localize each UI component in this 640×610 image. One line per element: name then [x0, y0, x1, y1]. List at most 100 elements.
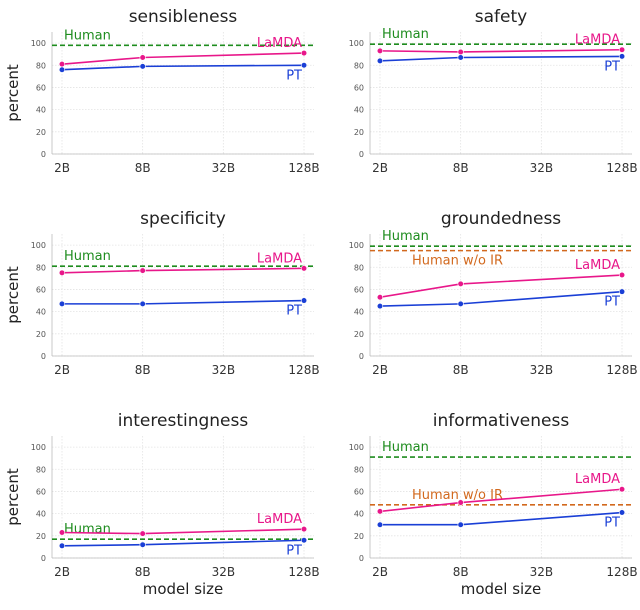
x-tick-label: 128B	[606, 565, 637, 579]
y-tick-label: 40	[354, 308, 364, 317]
y-tick-label: 80	[36, 263, 46, 272]
x-tick-label: 8B	[453, 161, 469, 175]
reference-label: Human	[382, 440, 429, 455]
data-point	[376, 47, 384, 54]
panel-groundedness: groundedness 0 20 40 60 80 100 2B 8B 32B 128B Human…	[349, 209, 638, 377]
x-tick-label: 8B	[135, 161, 151, 175]
data-point	[139, 300, 146, 307]
reference-label: Human	[64, 522, 111, 537]
series-label: PT	[604, 59, 620, 74]
y-tick-label: 80	[354, 263, 364, 272]
y-tick-label: 0	[359, 554, 364, 563]
x-tick-label: 8B	[453, 363, 469, 377]
data-point	[376, 302, 384, 310]
data-point	[139, 541, 146, 548]
y-tick-label: 60	[36, 285, 46, 294]
data-point	[457, 54, 464, 61]
series-line-pt	[379, 55, 623, 62]
series-label: PT	[604, 516, 620, 531]
reference-label: Human	[382, 229, 429, 244]
data-point	[457, 300, 464, 307]
data-point	[139, 530, 146, 537]
x-axis-label: model size	[461, 580, 542, 598]
data-point	[58, 66, 66, 73]
data-point	[618, 509, 626, 516]
data-point	[300, 62, 308, 69]
y-tick-label: 40	[36, 510, 46, 519]
data-point	[618, 271, 626, 279]
series-label: PT	[604, 295, 620, 310]
panel-title: interestingness	[118, 411, 249, 431]
x-tick-label: 2B	[54, 363, 70, 377]
x-tick-label: 128B	[288, 565, 319, 579]
data-point	[139, 63, 146, 70]
y-tick-label: 40	[36, 308, 46, 317]
reference-label: Human	[382, 27, 429, 42]
panel-sensibleness: sensibleness 0 20 40 60 80 100 2B 8B 32B 128B perce…	[4, 7, 320, 175]
y-tick-label: 60	[354, 285, 364, 294]
reference-label: Human w/o IR	[412, 488, 503, 503]
x-tick-label: 128B	[288, 363, 319, 377]
data-point	[58, 300, 66, 307]
x-tick-label: 8B	[135, 565, 151, 579]
y-tick-label: 80	[354, 465, 364, 474]
panel-safety: safety 0 20 40 60 80 100 2B 8B 32B 128B Human LaMDA P…	[349, 7, 638, 175]
data-point	[457, 280, 464, 288]
y-tick-label: 0	[41, 352, 46, 361]
y-tick-label: 100	[349, 241, 364, 250]
y-tick-label: 60	[354, 83, 364, 92]
data-point	[300, 297, 308, 304]
data-point	[139, 267, 146, 274]
data-point	[58, 269, 66, 276]
panel-informativeness: informativeness 0 20 40 60 80 100 2B 8B 32B 128B mo…	[349, 411, 638, 598]
y-tick-label: 20	[354, 128, 364, 137]
data-point	[618, 53, 626, 60]
panel-title: safety	[475, 7, 527, 27]
series-line-pt	[62, 299, 305, 305]
series-label: PT	[286, 68, 302, 83]
y-axis-label: percent	[4, 468, 22, 526]
x-tick-label: 2B	[372, 565, 388, 579]
x-tick-label: 8B	[135, 363, 151, 377]
x-tick-label: 2B	[372, 161, 388, 175]
data-point	[139, 54, 146, 61]
series-label: LaMDA	[257, 36, 302, 51]
x-axis-label: model size	[143, 580, 224, 598]
series-line-pt	[379, 290, 623, 307]
y-axis-label: percent	[4, 64, 22, 122]
series-label: LaMDA	[575, 258, 620, 273]
y-tick-label: 20	[36, 128, 46, 137]
y-tick-label: 60	[36, 83, 46, 92]
data-point	[300, 265, 308, 272]
x-tick-label: 2B	[54, 161, 70, 175]
y-tick-label: 80	[354, 61, 364, 70]
panel-title: groundedness	[441, 209, 561, 229]
series-label: PT	[286, 543, 302, 558]
y-tick-label: 20	[36, 532, 46, 541]
y-tick-label: 0	[41, 150, 46, 159]
data-point	[618, 288, 626, 295]
x-tick-label: 128B	[288, 161, 319, 175]
series-line-lamda	[61, 52, 305, 65]
y-tick-label: 100	[31, 443, 46, 452]
y-tick-label: 60	[36, 487, 46, 496]
data-point	[300, 537, 308, 544]
y-tick-label: 40	[354, 106, 364, 115]
y-tick-label: 60	[354, 487, 364, 496]
series-label: LaMDA	[575, 33, 620, 48]
x-tick-label: 32B	[530, 363, 554, 377]
y-tick-label: 20	[36, 330, 46, 339]
y-axis-label: percent	[4, 266, 22, 324]
data-point	[58, 61, 66, 68]
x-tick-label: 128B	[606, 161, 637, 175]
x-tick-label: 128B	[606, 363, 637, 377]
x-tick-label: 32B	[530, 161, 554, 175]
y-tick-label: 0	[359, 150, 364, 159]
series-label: LaMDA	[257, 251, 302, 266]
x-tick-label: 8B	[453, 565, 469, 579]
data-point	[618, 486, 626, 493]
reference-label: Human	[64, 249, 111, 264]
y-tick-label: 40	[354, 510, 364, 519]
data-point	[300, 49, 308, 57]
y-tick-label: 40	[36, 106, 46, 115]
